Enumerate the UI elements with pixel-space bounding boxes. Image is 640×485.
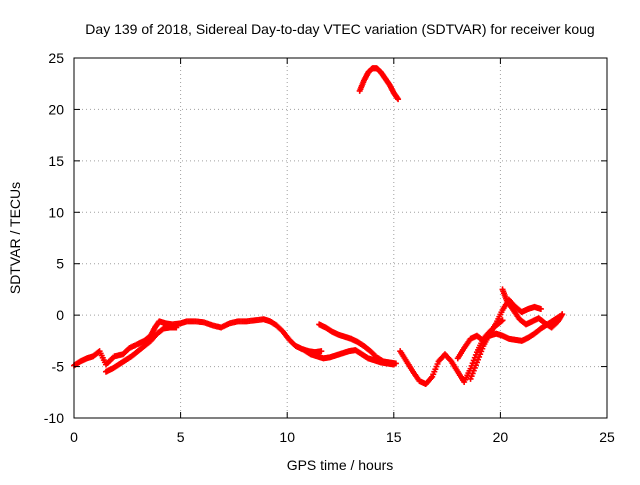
plot-frame [73, 57, 608, 419]
x-tick-label: 15 [386, 429, 402, 445]
x-tick-label: 10 [279, 429, 295, 445]
data-point [559, 311, 566, 318]
x-tick-label: 0 [70, 429, 78, 445]
y-tick-label: 25 [48, 50, 64, 66]
data-point [318, 348, 325, 355]
data-point [537, 305, 544, 312]
y-tick-label: -10 [44, 410, 64, 426]
series-track-high-arc [356, 65, 402, 103]
y-tick-label: 15 [48, 153, 64, 169]
x-tick-label: 5 [177, 429, 185, 445]
series-track-mid-lower [301, 347, 397, 368]
data-point [395, 96, 402, 103]
data-point [173, 324, 180, 331]
series-track-late-b [454, 313, 564, 362]
y-axis-label: SDTVAR / TECUs [7, 182, 23, 294]
y-tick-label: -5 [52, 359, 65, 375]
x-tick-label: 20 [493, 429, 509, 445]
axis-ticks: 0 5 10 15 20 25 -10 -5 0 5 10 15 20 25 [44, 50, 615, 445]
data-point [390, 361, 397, 368]
data-point [499, 317, 506, 324]
y-tick-label: 10 [48, 204, 64, 220]
y-tick-label: 0 [56, 307, 64, 323]
x-axis-label: GPS time / hours [287, 457, 394, 473]
series-track-early-lower [102, 324, 180, 375]
x-tick-label: 25 [599, 429, 615, 445]
y-tick-label: 5 [56, 256, 64, 272]
series-track-late-d [499, 286, 566, 331]
data-series [71, 65, 566, 388]
y-tick-label: 20 [48, 101, 64, 117]
data-point-fill [428, 375, 435, 382]
chart-title: Day 139 of 2018, Sidereal Day-to-day VTE… [85, 21, 594, 37]
